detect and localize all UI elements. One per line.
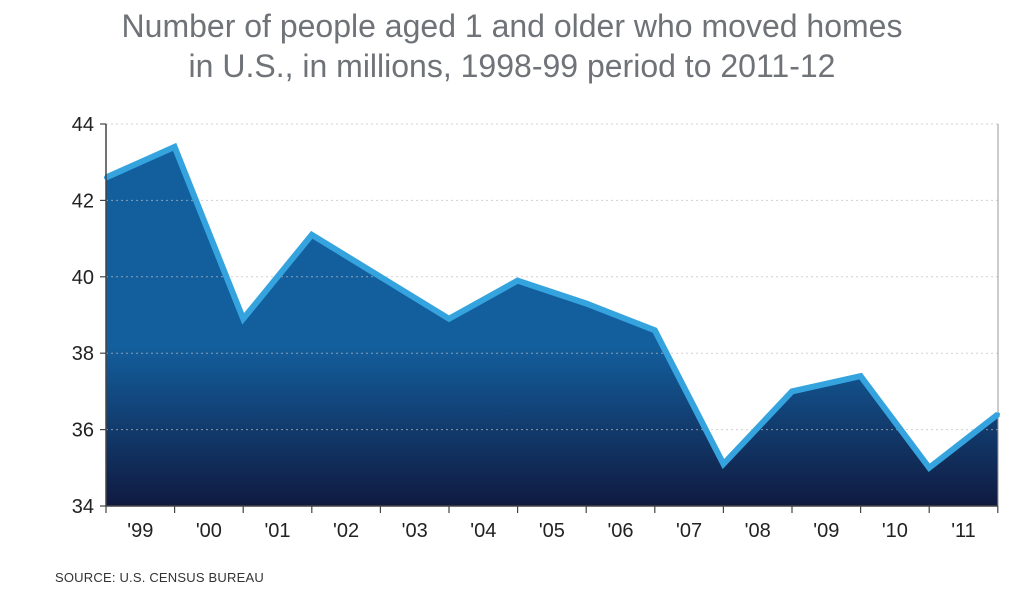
data-point — [652, 328, 657, 333]
data-point — [996, 412, 1000, 417]
chart-title: Number of people aged 1 and older who mo… — [0, 6, 1024, 86]
source-note: SOURCE: U.S. CENSUS BUREAU — [55, 570, 264, 585]
x-tick-label: '04 — [470, 520, 496, 542]
y-tick-label: 44 — [72, 114, 94, 136]
data-point — [172, 144, 177, 149]
x-tick-label: '99 — [127, 520, 153, 542]
x-tick-label: '08 — [745, 520, 771, 542]
data-point — [515, 278, 520, 283]
x-tick-label: '07 — [676, 520, 702, 542]
x-tick-label: '09 — [813, 520, 839, 542]
data-point — [927, 465, 932, 470]
data-point — [309, 232, 314, 237]
series-line — [104, 142, 1000, 473]
x-tick-label: '03 — [402, 520, 428, 542]
y-tick-label: 34 — [72, 496, 94, 518]
y-tick-label: 40 — [72, 267, 94, 289]
data-point — [790, 389, 794, 394]
x-tick-label: '11 — [951, 520, 976, 542]
data-point — [447, 316, 451, 321]
chart-title-line2: in U.S., in millions, 1998-99 period to … — [188, 48, 836, 84]
x-tick-label: '02 — [333, 520, 359, 542]
x-tick-label: '06 — [607, 520, 633, 542]
area-fill — [106, 146, 998, 506]
data-point — [858, 374, 863, 379]
chart-title-line1: Number of people aged 1 and older who mo… — [121, 8, 903, 44]
x-tick-label: '01 — [264, 520, 290, 542]
y-tick-label: 36 — [72, 420, 94, 442]
y-tick-label: 42 — [72, 190, 94, 212]
x-tick-label: '05 — [539, 520, 565, 542]
x-tick-label: '00 — [196, 520, 222, 542]
x-tick-label: '10 — [882, 520, 908, 542]
y-tick-label: 38 — [72, 343, 94, 365]
data-point — [241, 316, 246, 321]
data-point — [584, 301, 589, 306]
data-point — [378, 274, 383, 279]
data-point — [721, 461, 726, 466]
